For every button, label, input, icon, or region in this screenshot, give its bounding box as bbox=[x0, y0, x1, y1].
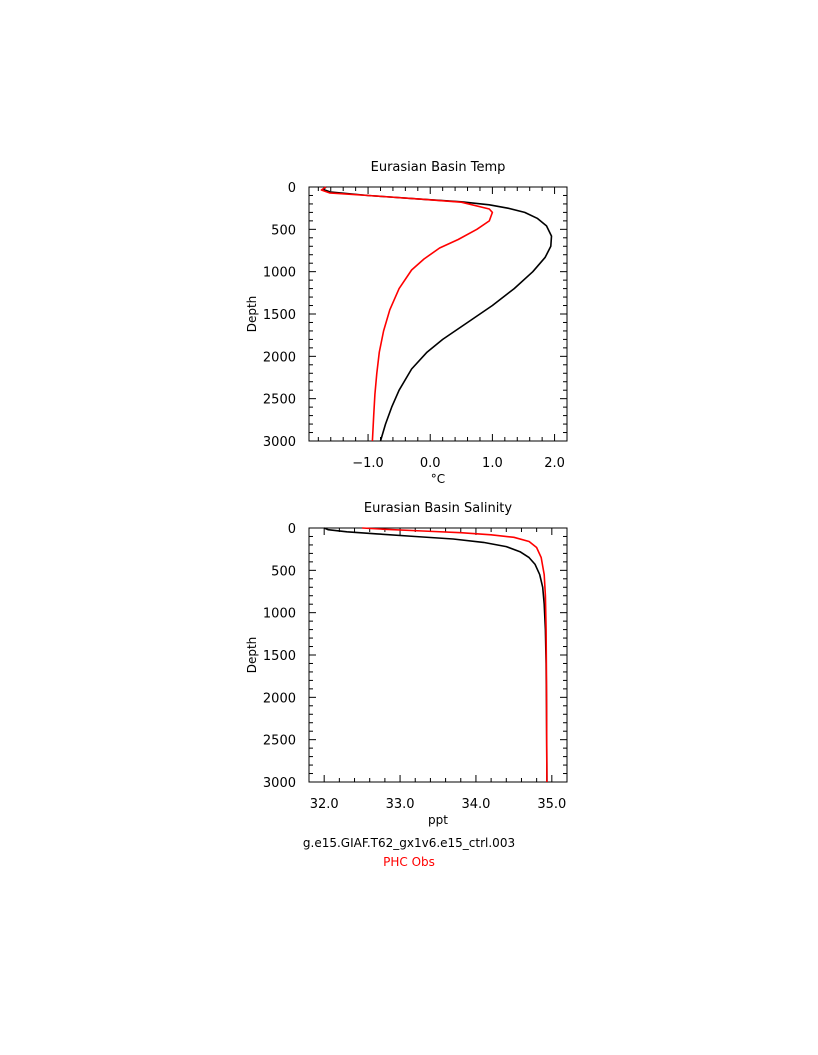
x-tick-label: 1.0 bbox=[482, 456, 503, 471]
y-tick-label: 2500 bbox=[263, 393, 296, 408]
y-tick-label: 3000 bbox=[263, 435, 296, 450]
obs-series-line bbox=[362, 527, 548, 783]
salinity-chart: Eurasian Basin Salinity 0 500 1000 1500 2000 2… bbox=[245, 501, 568, 827]
x-axis-label: °C bbox=[431, 472, 445, 486]
y-tick-label: 500 bbox=[271, 564, 296, 579]
chart-title: Eurasian Basin Temp bbox=[371, 160, 506, 175]
temperature-chart: Eurasian Basin Temp 0 500 1000 1500 2000 2500 3… bbox=[245, 160, 568, 486]
y-tick-label: 500 bbox=[271, 223, 296, 238]
y-tick-label: 2000 bbox=[263, 691, 296, 706]
x-tick-label: 32.0 bbox=[310, 797, 339, 812]
x-tick-label: 33.0 bbox=[386, 797, 415, 812]
y-axis-label: Depth bbox=[245, 296, 259, 333]
y-tick-label: 0 bbox=[288, 181, 296, 196]
y-tick-label: 1500 bbox=[263, 308, 296, 323]
y-tick-label: 1000 bbox=[263, 266, 296, 281]
chart-title: Eurasian Basin Salinity bbox=[364, 501, 513, 516]
obs-series-line bbox=[320, 186, 494, 442]
x-tick-label: 0.0 bbox=[420, 456, 441, 471]
y-tick-label: 0 bbox=[288, 522, 296, 537]
y-axis-label: Depth bbox=[245, 637, 259, 674]
x-tick-label: −1.0 bbox=[352, 456, 384, 471]
x-tick-label: 34.0 bbox=[461, 797, 490, 812]
x-tick-label: 35.0 bbox=[537, 797, 566, 812]
plot-frame bbox=[308, 527, 568, 783]
obs-legend-label: PHC Obs bbox=[383, 855, 435, 869]
x-tick-label: 2.0 bbox=[544, 456, 565, 471]
model-series-line bbox=[323, 527, 548, 783]
y-tick-label: 1500 bbox=[263, 649, 296, 664]
y-tick-label: 3000 bbox=[263, 776, 296, 791]
model-series-line bbox=[322, 186, 553, 442]
y-tick-label: 2500 bbox=[263, 734, 296, 749]
x-axis-label: ppt bbox=[428, 813, 448, 827]
model-legend-label: g.e15.GIAF.T62_gx1v6.e15_ctrl.003 bbox=[302, 836, 516, 850]
y-tick-label: 2000 bbox=[263, 350, 296, 365]
plot-frame bbox=[308, 186, 568, 442]
y-tick-label: 1000 bbox=[263, 607, 296, 622]
